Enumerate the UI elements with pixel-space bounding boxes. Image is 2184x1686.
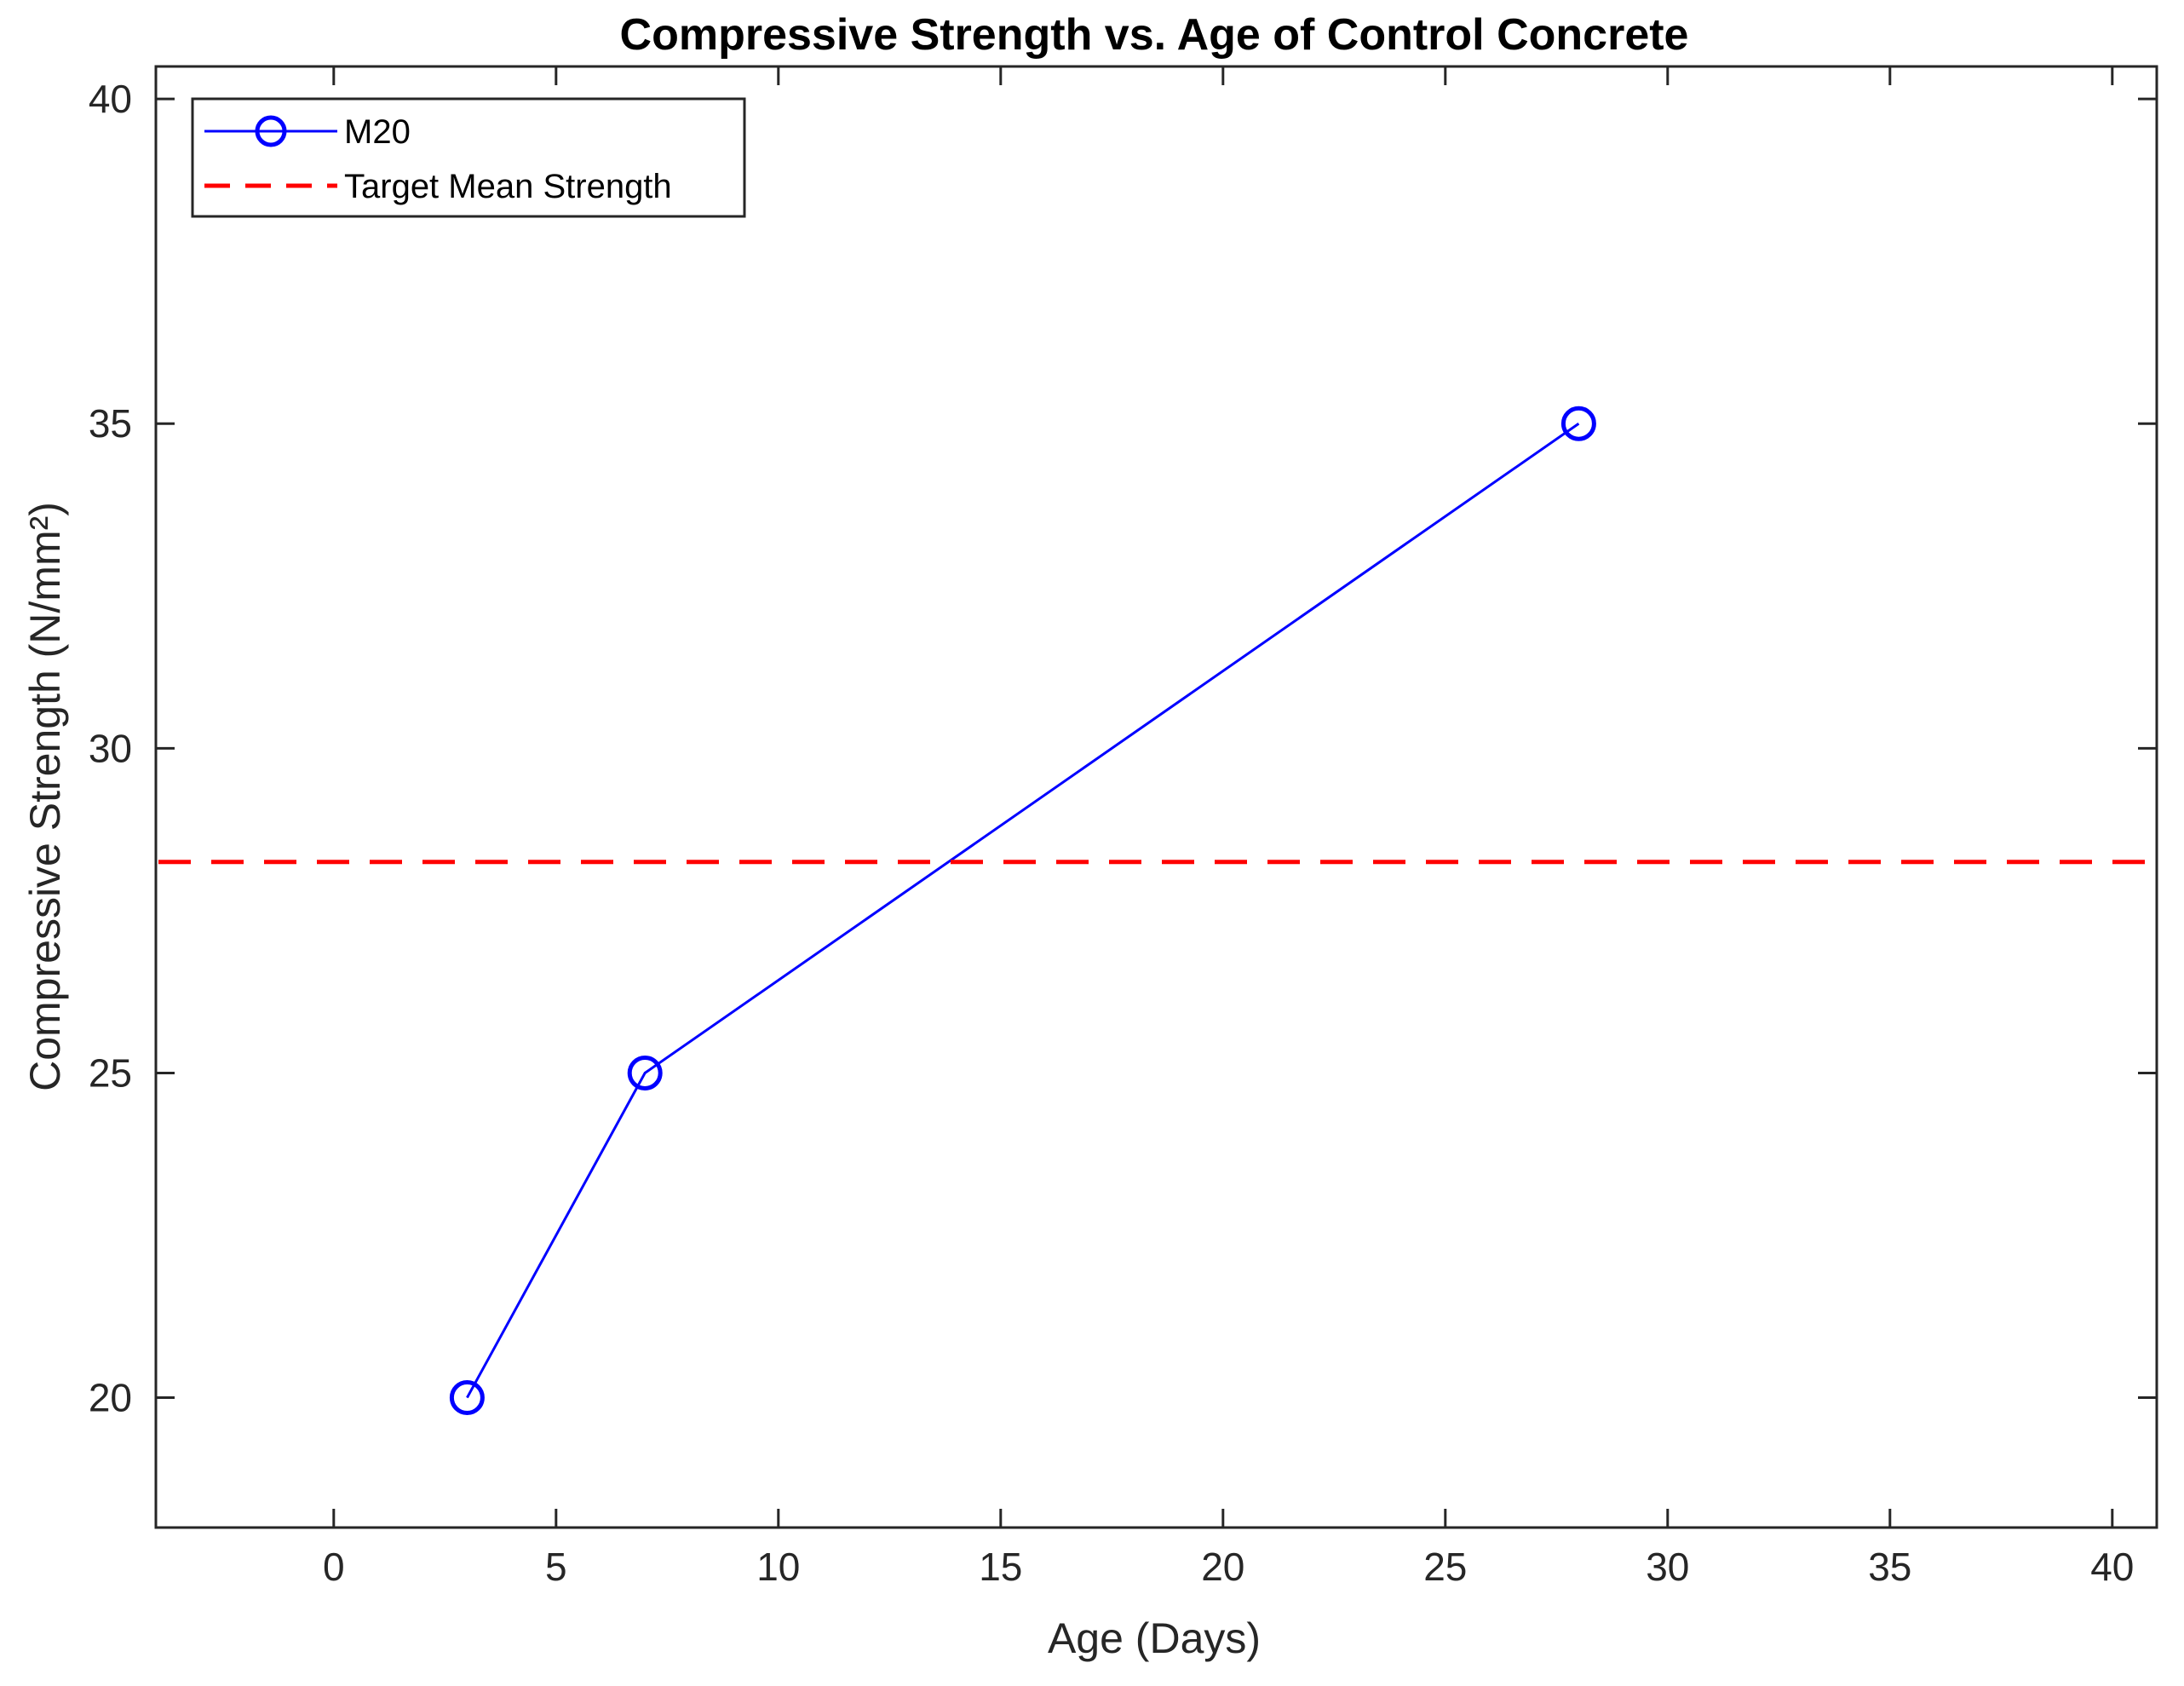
legend-label: Target Mean Strength xyxy=(344,168,672,205)
x-tick-label: 40 xyxy=(2090,1545,2134,1589)
plot-frame xyxy=(154,65,2158,1529)
x-tick-label: 0 xyxy=(323,1545,345,1589)
y-tick-label: 20 xyxy=(89,1376,132,1420)
series-line-m20 xyxy=(466,422,1580,1399)
x-tick-label: 5 xyxy=(545,1545,567,1589)
data-point-m20 xyxy=(627,1055,663,1090)
x-tick-label: 10 xyxy=(756,1545,800,1589)
y-tick-label: 35 xyxy=(89,401,132,446)
x-tick-label: 25 xyxy=(1423,1545,1467,1589)
data-point-m20 xyxy=(449,1380,485,1416)
x-tick-label: 30 xyxy=(1646,1545,1689,1589)
legend-label: M20 xyxy=(344,113,411,151)
x-axis-title: Age (Days) xyxy=(1048,1614,1261,1662)
y-tick-label: 30 xyxy=(89,726,132,770)
legend-marker-m20 xyxy=(255,115,287,147)
chart-title: Compressive Strength vs. Age of Control … xyxy=(620,10,1689,60)
x-tick-label: 20 xyxy=(1201,1545,1244,1589)
plot-area: 0 5 10 15 20 25 30 35 40 20 25 30 35 40 xyxy=(89,65,2158,1589)
y-tick-label: 25 xyxy=(89,1050,132,1095)
data-point-m20 xyxy=(1560,406,1596,441)
legend-box xyxy=(191,97,746,218)
y-tick-label: 40 xyxy=(89,77,132,121)
legend: M20 Target Mean Strength xyxy=(191,97,746,218)
x-tick-label: 15 xyxy=(979,1545,1022,1589)
y-axis-title: Compressive Strength (N/mm²) xyxy=(21,502,69,1091)
x-tick-label: 35 xyxy=(1868,1545,1911,1589)
